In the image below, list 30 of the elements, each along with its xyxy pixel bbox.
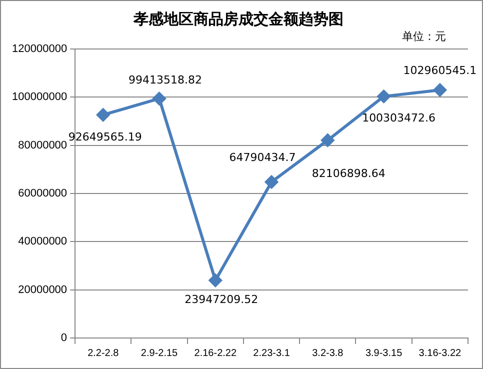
point: [96, 108, 110, 122]
x-tick-label: 3.16-3.22: [418, 348, 462, 359]
x-tick-label: 2.9-2.15: [140, 348, 178, 359]
x-tick-label: 2.2-2.8: [88, 348, 120, 359]
data-label: 92649565.19: [68, 130, 142, 144]
y-tick-label: 60000000: [18, 188, 68, 200]
x-tick-label: 3.9-3.15: [365, 348, 403, 359]
data-label: 64790434.7: [229, 150, 296, 164]
point: [433, 84, 446, 97]
point: [265, 175, 278, 188]
point: [377, 90, 390, 103]
point: [321, 134, 334, 147]
chart-title: 孝感地区商品房成交金额趋势图: [132, 10, 344, 28]
x-tick-label: 3.2-3.8: [312, 348, 344, 359]
x-tick-label: 2.23-3.1: [253, 348, 290, 359]
point: [152, 92, 166, 106]
data-label: 99413518.82: [128, 73, 202, 86]
data-label: 23947209.52: [184, 293, 258, 306]
y-tick-label: 80000000: [18, 139, 68, 152]
text: 单位：元: [402, 29, 446, 44]
y-tick-label: 100000000: [12, 91, 68, 104]
y-tick-label: 120000000: [12, 43, 68, 56]
y-tick-label: 40000000: [18, 236, 68, 248]
y-tick-label: 0: [60, 332, 68, 344]
data-label: 100303472.6: [362, 111, 436, 124]
x-tick-label: 2.16-2.22: [194, 348, 237, 359]
y-tick-label: 20000000: [18, 284, 68, 296]
data-label: 102960545.1: [403, 64, 477, 77]
point: [208, 274, 222, 287]
data-label: 82106898.64: [312, 167, 386, 180]
